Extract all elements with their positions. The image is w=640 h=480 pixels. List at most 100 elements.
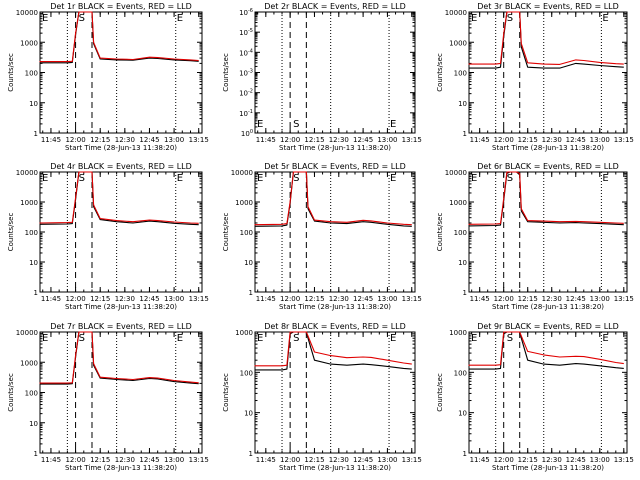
y-tick-label: 1 bbox=[463, 450, 467, 458]
x-tick-label: 12:45 bbox=[139, 456, 159, 464]
marker-label: E bbox=[390, 333, 396, 344]
x-tick-label: 12:00 bbox=[280, 456, 300, 464]
series-line-events bbox=[254, 331, 412, 371]
y-tick-label: 1000 bbox=[449, 199, 467, 207]
y-tick-label: 10 bbox=[29, 420, 38, 428]
x-axis-label: Start Time (28-Jun-13 11:38:20) bbox=[279, 303, 391, 311]
y-axis-label: Counts/sec bbox=[222, 213, 230, 252]
x-tick-label: 12:00 bbox=[65, 295, 85, 303]
panel-title: Det 9r BLACK = Events, RED = LLD bbox=[477, 322, 619, 331]
y-tick-label: 100 bbox=[454, 229, 467, 237]
y-tick-label: 10 bbox=[458, 410, 467, 418]
y-tick-label: 100 bbox=[454, 70, 467, 78]
x-tick-label: 12:45 bbox=[139, 295, 159, 303]
x-tick-label: 12:15 bbox=[518, 456, 538, 464]
marker-label: E bbox=[471, 173, 477, 184]
series-line-events bbox=[39, 11, 199, 64]
y-tick-label: 10000 bbox=[16, 9, 38, 17]
y-tick-label: 1 bbox=[249, 450, 253, 458]
x-tick-label: 12:30 bbox=[115, 136, 135, 144]
y-tick-label: 1000 bbox=[449, 39, 467, 47]
panel-title: Det 8r BLACK = Events, RED = LLD bbox=[264, 322, 406, 331]
x-tick-label: 12:30 bbox=[542, 136, 562, 144]
x-axis-label: Start Time (28-Jun-13 11:38:20) bbox=[65, 144, 177, 152]
x-tick-label: 12:15 bbox=[304, 136, 324, 144]
series-line-events bbox=[254, 171, 412, 227]
y-tick-label: 10000 bbox=[445, 9, 467, 17]
plot-frame bbox=[468, 11, 628, 134]
plot-frame bbox=[254, 11, 416, 134]
panel-title: Det 1r BLACK = Events, RED = LLD bbox=[50, 2, 192, 11]
x-tick-label: 13:15 bbox=[614, 136, 634, 144]
plot-frame bbox=[254, 171, 416, 293]
y-axis-label: Counts/sec bbox=[222, 53, 230, 92]
x-tick-label: 13:15 bbox=[189, 456, 209, 464]
series-line-lld bbox=[39, 171, 199, 224]
y-tick-label: 1 bbox=[463, 289, 467, 297]
y-tick-label: 10-6 bbox=[239, 8, 253, 17]
series-line-lld bbox=[468, 331, 624, 366]
marker-label: S bbox=[507, 333, 513, 344]
x-tick-label: 13:00 bbox=[164, 295, 184, 303]
series-line-lld bbox=[468, 171, 624, 225]
panel-title: Det 2r BLACK = Events, RED = LLD bbox=[264, 2, 406, 11]
x-tick-label: 12:45 bbox=[353, 136, 373, 144]
series-line-lld bbox=[468, 11, 624, 65]
x-tick-label: 12:00 bbox=[494, 136, 514, 144]
x-tick-label: 12:45 bbox=[566, 136, 586, 144]
x-tick-label: 12:15 bbox=[90, 136, 110, 144]
y-tick-label: 100 bbox=[240, 369, 253, 377]
marker-label: S bbox=[79, 173, 85, 184]
marker-label: E bbox=[257, 333, 263, 344]
x-tick-label: 11:45 bbox=[41, 456, 61, 464]
x-axis-label: Start Time (28-Jun-13 11:38:20) bbox=[492, 464, 604, 472]
x-tick-label: 12:15 bbox=[518, 136, 538, 144]
series-line-lld bbox=[39, 331, 199, 384]
x-tick-label: 13:00 bbox=[590, 136, 610, 144]
plot-frame bbox=[39, 171, 203, 293]
y-tick-label: 10-3 bbox=[239, 69, 253, 78]
x-tick-label: 11:45 bbox=[41, 136, 61, 144]
x-tick-label: 13:00 bbox=[590, 295, 610, 303]
y-tick-label: 100 bbox=[454, 369, 467, 377]
panel-title: Det 6r BLACK = Events, RED = LLD bbox=[477, 162, 619, 171]
x-tick-label: 13:15 bbox=[189, 136, 209, 144]
y-tick-label: 1 bbox=[34, 450, 38, 458]
x-tick-label: 13:15 bbox=[402, 136, 422, 144]
y-axis-label: Counts/sec bbox=[436, 373, 444, 412]
x-tick-label: 12:30 bbox=[542, 456, 562, 464]
y-tick-label: 1000 bbox=[20, 199, 38, 207]
marker-label: E bbox=[602, 173, 608, 184]
x-tick-label: 12:30 bbox=[329, 295, 349, 303]
x-axis-label: Start Time (28-Jun-13 11:38:20) bbox=[492, 144, 604, 152]
x-tick-label: 13:00 bbox=[164, 456, 184, 464]
y-tick-label: 100 bbox=[25, 70, 38, 78]
x-tick-label: 13:00 bbox=[377, 295, 397, 303]
series-line-events bbox=[468, 11, 624, 69]
y-axis-label: Counts/sec bbox=[222, 373, 230, 412]
marker-label: E bbox=[390, 173, 396, 184]
x-tick-label: 12:15 bbox=[518, 295, 538, 303]
plot-frame bbox=[39, 11, 203, 134]
x-tick-label: 13:15 bbox=[614, 295, 634, 303]
plot-frame bbox=[254, 331, 416, 454]
x-tick-label: 12:00 bbox=[65, 136, 85, 144]
y-tick-label: 10000 bbox=[16, 169, 38, 177]
y-tick-label: 1000 bbox=[235, 329, 253, 337]
x-tick-label: 11:45 bbox=[470, 295, 490, 303]
y-tick-label: 10-4 bbox=[239, 48, 253, 57]
x-tick-label: 11:45 bbox=[256, 295, 276, 303]
y-tick-label: 10-1 bbox=[239, 109, 253, 118]
marker-label: E bbox=[257, 173, 263, 184]
y-tick-label: 1000 bbox=[235, 199, 253, 207]
marker-label: S bbox=[293, 333, 299, 344]
x-tick-label: 12:45 bbox=[353, 456, 373, 464]
x-tick-label: 12:00 bbox=[65, 456, 85, 464]
y-axis-label: Counts/sec bbox=[436, 53, 444, 92]
y-axis-label: Counts/sec bbox=[7, 213, 15, 252]
y-tick-label: 10000 bbox=[445, 169, 467, 177]
panel-title: Det 4r BLACK = Events, RED = LLD bbox=[50, 162, 192, 171]
marker-label: E bbox=[177, 333, 183, 344]
